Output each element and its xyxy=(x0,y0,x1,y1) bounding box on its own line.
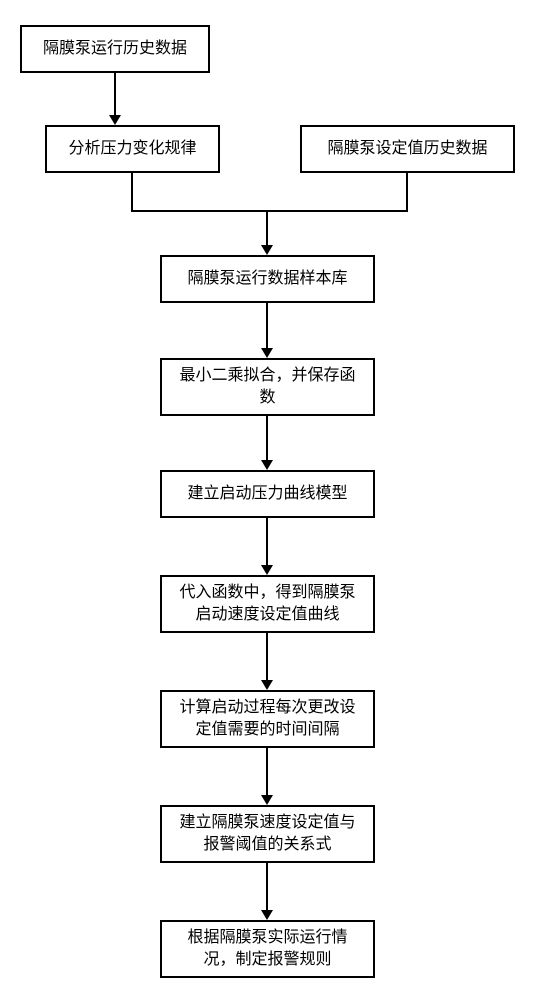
arrow-head-icon xyxy=(261,460,273,470)
edge-line xyxy=(266,748,268,795)
edge-line xyxy=(266,416,268,460)
node-analyze-pressure: 分析压力变化规律 xyxy=(45,125,220,173)
node-history-data: 隔膜泵运行历史数据 xyxy=(20,25,210,73)
node-least-squares: 最小二乘拟合，并保存函数 xyxy=(160,358,375,416)
arrow-head-icon xyxy=(261,795,273,805)
node-calc-time-interval: 计算启动过程每次更改设定值需要的时间间隔 xyxy=(160,690,375,748)
arrow-head-icon xyxy=(261,245,273,255)
arrow-head-icon xyxy=(261,565,273,575)
node-label: 根据隔膜泵实际运行情况，制定报警规则 xyxy=(174,927,361,972)
node-label: 分析压力变化规律 xyxy=(68,138,196,160)
node-label: 隔膜泵运行数据样本库 xyxy=(187,268,347,290)
flowchart-container: 隔膜泵运行历史数据 分析压力变化规律 隔膜泵设定值历史数据 隔膜泵运行数据样本库… xyxy=(0,0,554,1000)
edge-line xyxy=(266,518,268,565)
node-sample-library: 隔膜泵运行数据样本库 xyxy=(160,255,375,303)
edge-line xyxy=(266,633,268,680)
node-pressure-curve-model: 建立启动压力曲线模型 xyxy=(160,470,375,518)
edge-line xyxy=(406,173,408,210)
edge-line xyxy=(114,73,116,115)
node-label: 隔膜泵设定值历史数据 xyxy=(327,138,487,160)
edge-line xyxy=(266,863,268,910)
node-label: 建立隔膜泵速度设定值与报警阈值的关系式 xyxy=(174,812,361,857)
node-setpoint-history: 隔膜泵设定值历史数据 xyxy=(300,125,515,173)
edge-line xyxy=(131,173,133,210)
node-label: 最小二乘拟合，并保存函数 xyxy=(174,365,361,410)
node-label: 代入函数中，得到隔膜泵启动速度设定值曲线 xyxy=(174,582,361,627)
arrow-head-icon xyxy=(261,910,273,920)
node-substitute-function: 代入函数中，得到隔膜泵启动速度设定值曲线 xyxy=(160,575,375,633)
arrow-head-icon xyxy=(109,115,121,125)
edge-line xyxy=(266,303,268,348)
arrow-head-icon xyxy=(261,680,273,690)
edge-line xyxy=(131,210,408,212)
node-alarm-threshold-relation: 建立隔膜泵速度设定值与报警阈值的关系式 xyxy=(160,805,375,863)
edge-line xyxy=(266,210,268,245)
node-alarm-rules: 根据隔膜泵实际运行情况，制定报警规则 xyxy=(160,920,375,978)
arrow-head-icon xyxy=(261,348,273,358)
node-label: 建立启动压力曲线模型 xyxy=(187,483,347,505)
node-label: 计算启动过程每次更改设定值需要的时间间隔 xyxy=(174,697,361,742)
node-label: 隔膜泵运行历史数据 xyxy=(43,38,187,60)
